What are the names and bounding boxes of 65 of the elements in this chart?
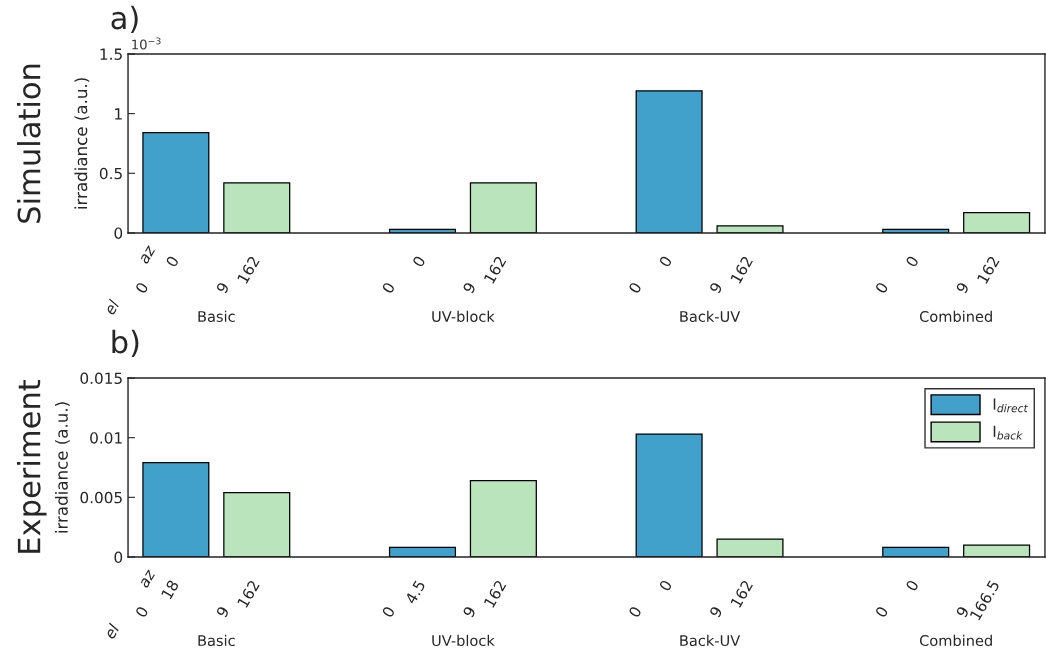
text: 9	[462, 605, 477, 619]
chart-title: b)	[112, 329, 139, 358]
x-tick-label: Basic	[198, 310, 235, 322]
text: 0	[628, 605, 642, 619]
text: el	[103, 622, 120, 640]
text: 0	[905, 579, 920, 592]
y-tick-label: 0	[114, 227, 123, 239]
text: 0	[165, 255, 180, 268]
text: 9	[708, 281, 723, 295]
text: 9	[955, 605, 970, 619]
y-axis-title: irradiance (a.u.)	[54, 402, 70, 533]
text: 9	[955, 281, 970, 295]
text: 0	[134, 281, 149, 295]
y-tick-label: 0.01	[90, 432, 122, 444]
text: 0	[658, 579, 673, 592]
bar	[635, 90, 703, 233]
legend-label: I$_{direct}$	[993, 398, 1029, 413]
text: 0	[381, 605, 396, 619]
bar	[635, 433, 703, 557]
text: Experiment	[16, 379, 47, 553]
text: 9	[215, 281, 230, 295]
x-tick-label: UV-block	[432, 634, 495, 647]
bar	[469, 480, 537, 557]
text: 0	[381, 281, 396, 295]
x-tick-label: Combined	[919, 634, 992, 647]
text: 9	[708, 605, 723, 619]
bar	[223, 491, 291, 557]
text: 0	[905, 255, 920, 268]
bar	[716, 538, 784, 557]
bar	[963, 544, 1031, 557]
text: 4.5	[404, 579, 426, 605]
text: 0	[874, 281, 889, 295]
x-tick-label: Back-UV	[680, 634, 741, 647]
bar	[223, 182, 291, 233]
y-tick-label: 1.5	[100, 48, 122, 60]
text: 0	[134, 605, 149, 619]
bar	[142, 462, 210, 557]
y-tick-label: 0.5	[99, 167, 122, 180]
legend-label: I$_{back}$	[993, 425, 1023, 440]
x-tick-label: Combined	[919, 310, 992, 322]
text: az	[139, 569, 156, 589]
text: 0	[628, 281, 642, 295]
x-tick-label: Back-UV	[680, 310, 741, 322]
bar	[963, 212, 1031, 233]
text: 18	[160, 579, 180, 600]
text: az	[139, 245, 156, 265]
text: 0	[658, 255, 673, 268]
bar	[142, 132, 210, 233]
chart-title: a)	[111, 5, 138, 33]
y-tick-label: 0.005	[80, 491, 122, 504]
bar	[469, 182, 537, 233]
text: el	[103, 298, 120, 316]
y-axis-title: irradiance (a.u.)	[74, 78, 90, 209]
bar	[716, 225, 784, 233]
text: 9	[215, 605, 230, 619]
x-tick-label: Basic	[198, 634, 235, 647]
y-tick-label: 1	[115, 108, 122, 120]
text: 0	[411, 255, 426, 268]
text: Simulation	[16, 64, 41, 223]
text: 10$^{−3}$	[132, 37, 161, 50]
text: 0	[874, 605, 889, 619]
y-tick-label: 0.015	[80, 372, 122, 385]
text: 9	[462, 281, 477, 295]
y-tick-label: 0	[114, 551, 123, 564]
x-tick-label: UV-block	[432, 310, 495, 322]
